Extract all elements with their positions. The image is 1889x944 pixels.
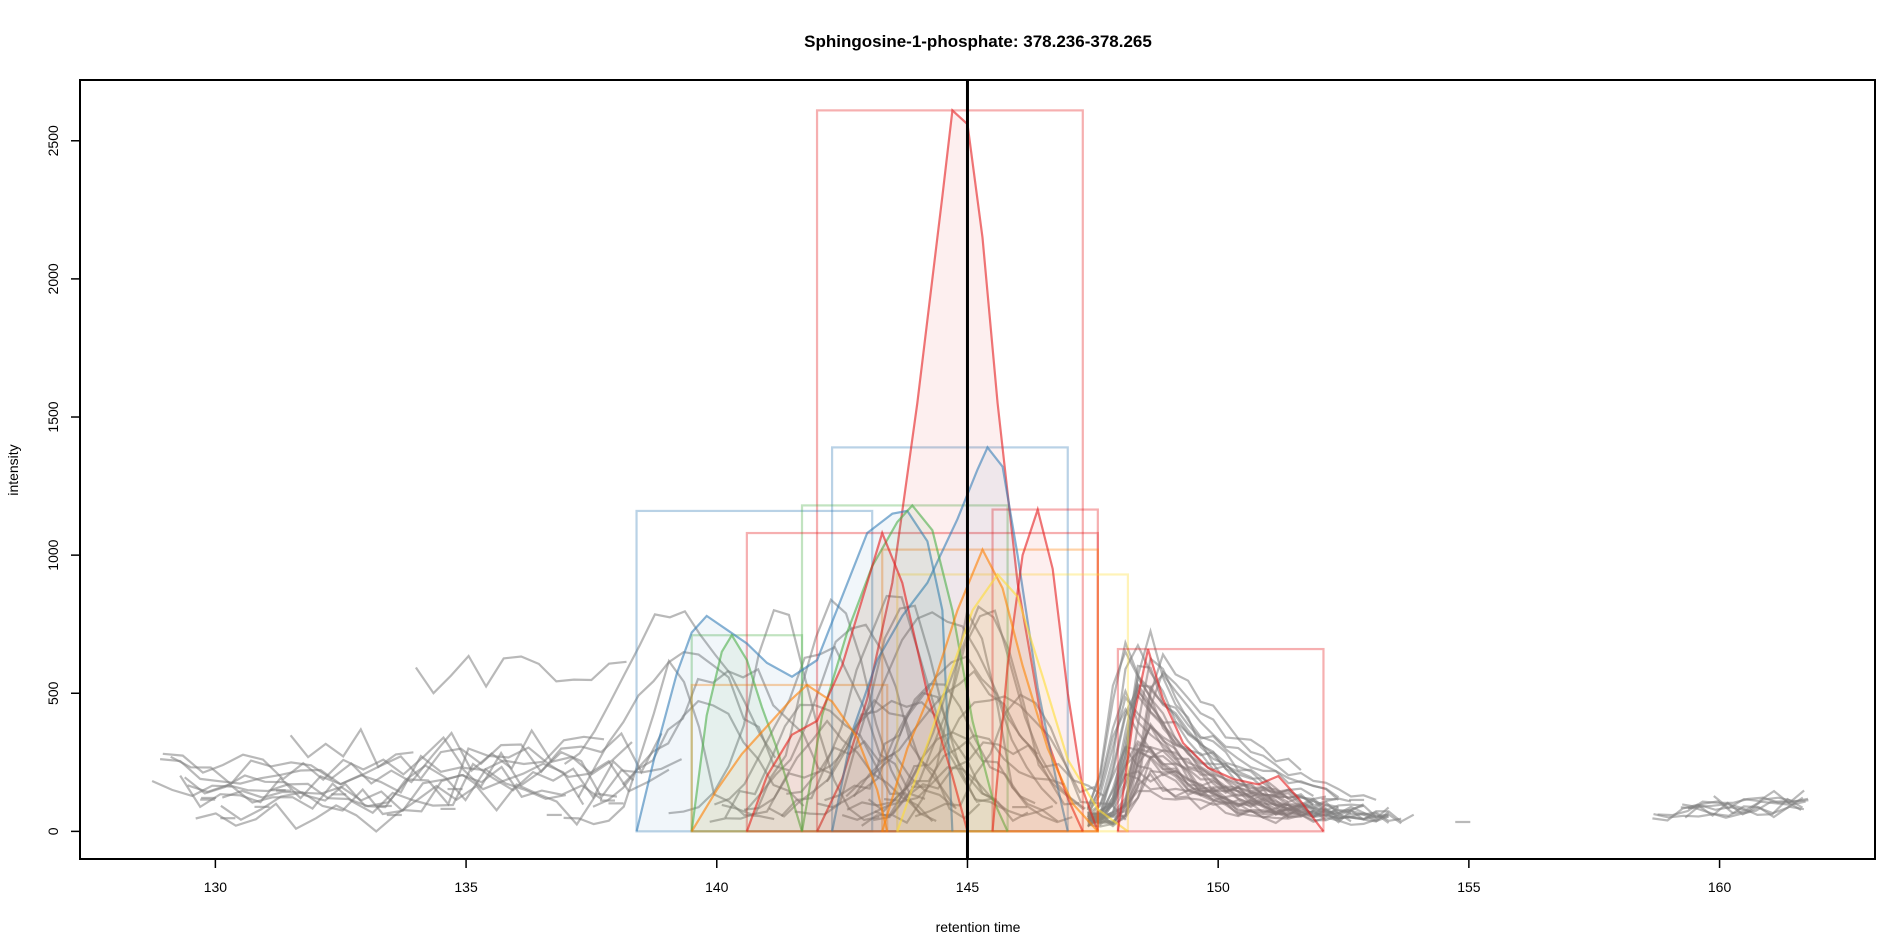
peak-line-yellow bbox=[896, 572, 1129, 833]
peak-line-green bbox=[690, 633, 804, 832]
background-trace bbox=[159, 731, 663, 786]
peak-area-red bbox=[1117, 649, 1324, 832]
y-axis: 0 500 1000 1500 2000 2500 bbox=[45, 125, 80, 835]
x-axis-label: retention time bbox=[936, 919, 1021, 935]
background-trace bbox=[768, 698, 981, 820]
peak-line-blue bbox=[831, 445, 1069, 832]
background-trace bbox=[1087, 770, 1415, 823]
y-tick-label: 2500 bbox=[45, 125, 61, 156]
x-axis: 130 135 140 145 150 155 160 bbox=[204, 859, 1732, 895]
y-tick-label: 1500 bbox=[45, 401, 61, 432]
peak-line-blue bbox=[635, 509, 954, 832]
peak-line-orange bbox=[881, 546, 1099, 833]
background-trace bbox=[852, 669, 1065, 798]
background-trace bbox=[1087, 745, 1389, 822]
background-trace bbox=[1087, 669, 1377, 824]
x-tick-label: 145 bbox=[956, 879, 980, 895]
background-trace bbox=[841, 766, 1054, 821]
peak-rectangle-red bbox=[815, 109, 1084, 833]
background-traces bbox=[151, 594, 1809, 833]
background-trace bbox=[1652, 796, 1804, 822]
peak-area-blue bbox=[832, 447, 1068, 832]
background-trace bbox=[592, 699, 805, 808]
plot-frame bbox=[79, 79, 1876, 860]
peak-line-red bbox=[991, 505, 1099, 832]
peak-area-green bbox=[802, 505, 1008, 832]
peak-rectangle-red bbox=[1116, 647, 1325, 833]
y-tick-label: 500 bbox=[45, 681, 61, 705]
background-trace bbox=[721, 719, 934, 823]
y-tick-label: 0 bbox=[45, 827, 61, 835]
background-trace bbox=[170, 728, 633, 786]
y-tick-label: 1000 bbox=[45, 539, 61, 570]
peak-line-green bbox=[800, 503, 1009, 832]
x-tick-label: 135 bbox=[454, 879, 478, 895]
x-tick-label: 130 bbox=[204, 879, 228, 895]
background-trace bbox=[563, 609, 777, 765]
background-trace bbox=[1087, 651, 1302, 825]
background-trace bbox=[1087, 724, 1402, 826]
background-trace bbox=[780, 594, 993, 818]
peak-area-red bbox=[746, 533, 968, 832]
background-trace bbox=[709, 703, 922, 823]
chart-title: Sphingosine-1-phosphate: 378.236-378.265 bbox=[804, 32, 1152, 51]
background-trace bbox=[289, 727, 414, 769]
background-trace bbox=[221, 762, 585, 816]
y-tick-label: 2000 bbox=[45, 263, 61, 294]
background-trace bbox=[668, 608, 880, 822]
background-trace bbox=[162, 735, 605, 782]
background-trace bbox=[874, 609, 1086, 819]
peak-areas bbox=[635, 108, 1325, 833]
background-trace bbox=[1087, 745, 1302, 825]
background-trace bbox=[414, 654, 627, 695]
peak-line-orange bbox=[690, 683, 889, 832]
background-trace bbox=[184, 764, 567, 809]
peak-area-yellow bbox=[897, 574, 1128, 832]
background-trace bbox=[1087, 754, 1402, 823]
background-trace bbox=[873, 604, 1085, 822]
background-trace bbox=[725, 597, 937, 822]
y-axis-label: intensity bbox=[5, 444, 21, 495]
x-tick-label: 160 bbox=[1708, 879, 1732, 895]
background-trace bbox=[220, 765, 603, 821]
peak-rectangle-orange bbox=[881, 548, 1099, 833]
background-trace bbox=[1087, 642, 1290, 818]
peak-area-green bbox=[691, 635, 802, 832]
x-tick-label: 150 bbox=[1206, 879, 1230, 895]
peak-area-blue bbox=[636, 510, 953, 832]
peak-rectangle-yellow bbox=[896, 573, 1130, 833]
peak-line-red bbox=[1116, 648, 1325, 833]
peak-area-orange bbox=[882, 549, 1098, 832]
x-tick-label: 155 bbox=[1457, 879, 1481, 895]
peak-rectangle-red bbox=[991, 508, 1099, 833]
background-trace bbox=[1684, 800, 1806, 819]
peak-rectangle-blue bbox=[830, 446, 1069, 833]
background-trace bbox=[786, 699, 998, 801]
peak-area-orange bbox=[691, 685, 888, 832]
x-tick-label: 140 bbox=[705, 879, 729, 895]
peak-rectangle-orange bbox=[690, 683, 889, 833]
background-trace bbox=[825, 611, 1039, 783]
background-trace bbox=[867, 734, 1080, 813]
background-trace bbox=[622, 667, 834, 786]
background-trace bbox=[1653, 805, 1805, 819]
background-trace bbox=[187, 746, 670, 808]
background-trace bbox=[1087, 656, 1390, 828]
